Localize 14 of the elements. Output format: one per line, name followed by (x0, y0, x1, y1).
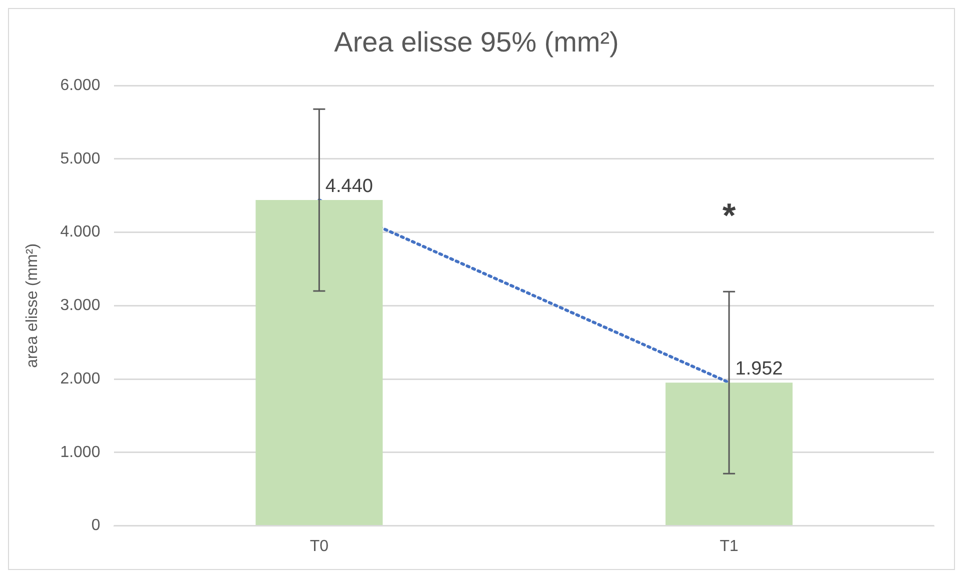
x-tick-label: T1 (720, 538, 738, 555)
y-tick-label: 6.000 (60, 77, 100, 94)
x-tick-label: T0 (310, 538, 329, 555)
y-axis-title: area elisse (mm²) (24, 243, 42, 368)
y-tick-label: 0 (91, 517, 100, 534)
data-label: 4.440 (325, 176, 373, 197)
y-tick-label: 2.000 (60, 370, 100, 388)
data-label: 1.952 (735, 358, 783, 380)
y-tick-label: 5.000 (60, 150, 100, 168)
chart-title: Area elisse 95% (mm²) (334, 26, 619, 58)
y-tick-label: 4.000 (60, 224, 100, 241)
annotation: * (722, 197, 736, 236)
y-tick-label: 1.000 (60, 444, 100, 461)
y-tick-label: 3.000 (60, 297, 100, 314)
